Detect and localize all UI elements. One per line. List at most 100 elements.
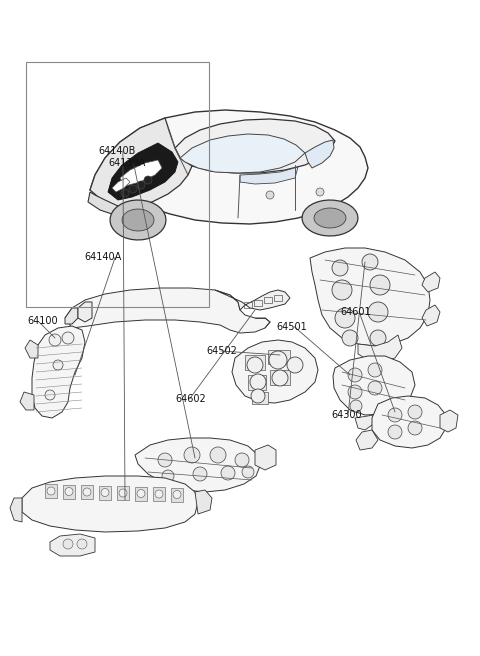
- Circle shape: [155, 490, 163, 498]
- Polygon shape: [20, 392, 34, 410]
- Polygon shape: [358, 335, 402, 362]
- Circle shape: [408, 405, 422, 419]
- Polygon shape: [255, 445, 276, 470]
- Text: 64100: 64100: [28, 316, 59, 327]
- Polygon shape: [245, 355, 265, 370]
- Circle shape: [144, 176, 152, 184]
- Circle shape: [121, 189, 129, 197]
- Text: 64140B: 64140B: [98, 146, 136, 156]
- Circle shape: [63, 539, 73, 549]
- Polygon shape: [108, 143, 178, 200]
- Circle shape: [251, 389, 265, 403]
- Polygon shape: [78, 302, 92, 322]
- Circle shape: [266, 191, 274, 199]
- Text: 64501: 64501: [276, 321, 307, 332]
- Circle shape: [388, 408, 402, 422]
- Circle shape: [370, 330, 386, 346]
- Text: 64130A: 64130A: [108, 157, 145, 168]
- Polygon shape: [232, 340, 318, 403]
- Polygon shape: [90, 110, 368, 224]
- Polygon shape: [117, 486, 129, 500]
- Polygon shape: [356, 430, 378, 450]
- Polygon shape: [90, 118, 192, 207]
- Polygon shape: [440, 410, 458, 432]
- Circle shape: [137, 489, 145, 497]
- Circle shape: [316, 188, 324, 196]
- Circle shape: [137, 181, 145, 189]
- Circle shape: [45, 390, 55, 400]
- Circle shape: [247, 357, 263, 373]
- Circle shape: [408, 421, 422, 435]
- Polygon shape: [110, 200, 166, 240]
- Polygon shape: [175, 119, 335, 173]
- Circle shape: [162, 470, 174, 482]
- Polygon shape: [248, 375, 266, 390]
- Circle shape: [342, 330, 358, 346]
- Circle shape: [47, 487, 55, 495]
- Polygon shape: [180, 134, 305, 173]
- Polygon shape: [99, 485, 111, 499]
- Circle shape: [65, 487, 73, 495]
- Circle shape: [101, 489, 109, 497]
- Polygon shape: [122, 209, 154, 231]
- Polygon shape: [135, 438, 260, 492]
- Polygon shape: [22, 476, 198, 532]
- Circle shape: [235, 453, 249, 467]
- Text: 64502: 64502: [206, 346, 237, 356]
- Circle shape: [350, 400, 362, 412]
- Text: 64140A: 64140A: [84, 252, 121, 262]
- Polygon shape: [372, 396, 446, 448]
- Circle shape: [53, 360, 63, 370]
- Circle shape: [362, 254, 378, 270]
- Polygon shape: [65, 308, 78, 324]
- Circle shape: [287, 357, 303, 373]
- Polygon shape: [252, 392, 268, 404]
- Text: 64300: 64300: [331, 409, 362, 420]
- Circle shape: [388, 425, 402, 439]
- Polygon shape: [10, 498, 22, 522]
- Circle shape: [221, 466, 235, 480]
- Polygon shape: [195, 490, 212, 514]
- Text: 64602: 64602: [175, 394, 206, 404]
- Polygon shape: [63, 485, 75, 499]
- Polygon shape: [268, 350, 290, 364]
- Polygon shape: [302, 200, 358, 236]
- Polygon shape: [171, 487, 183, 501]
- Polygon shape: [314, 208, 346, 228]
- Circle shape: [242, 466, 254, 478]
- Circle shape: [269, 351, 287, 369]
- Polygon shape: [88, 192, 118, 215]
- Circle shape: [184, 447, 200, 463]
- Circle shape: [62, 332, 74, 344]
- Circle shape: [210, 447, 226, 463]
- Polygon shape: [45, 484, 57, 498]
- Polygon shape: [422, 272, 440, 292]
- Polygon shape: [120, 160, 162, 186]
- Polygon shape: [50, 534, 95, 556]
- Circle shape: [129, 185, 137, 193]
- Circle shape: [332, 280, 352, 300]
- Circle shape: [370, 275, 390, 295]
- Text: 64601: 64601: [341, 306, 372, 317]
- Circle shape: [49, 334, 61, 346]
- Circle shape: [368, 302, 388, 322]
- Polygon shape: [32, 326, 85, 418]
- Circle shape: [368, 363, 382, 377]
- Polygon shape: [310, 248, 430, 346]
- Polygon shape: [355, 414, 380, 430]
- Circle shape: [348, 385, 362, 399]
- Circle shape: [193, 467, 207, 481]
- Polygon shape: [81, 485, 93, 499]
- Polygon shape: [153, 487, 165, 501]
- Circle shape: [250, 374, 266, 390]
- Circle shape: [83, 488, 91, 496]
- Polygon shape: [240, 167, 298, 184]
- Polygon shape: [25, 340, 38, 358]
- Circle shape: [119, 489, 127, 497]
- Polygon shape: [305, 140, 334, 168]
- Circle shape: [368, 381, 382, 395]
- Polygon shape: [270, 370, 290, 385]
- Circle shape: [77, 539, 87, 549]
- Circle shape: [335, 308, 355, 328]
- Circle shape: [272, 370, 288, 386]
